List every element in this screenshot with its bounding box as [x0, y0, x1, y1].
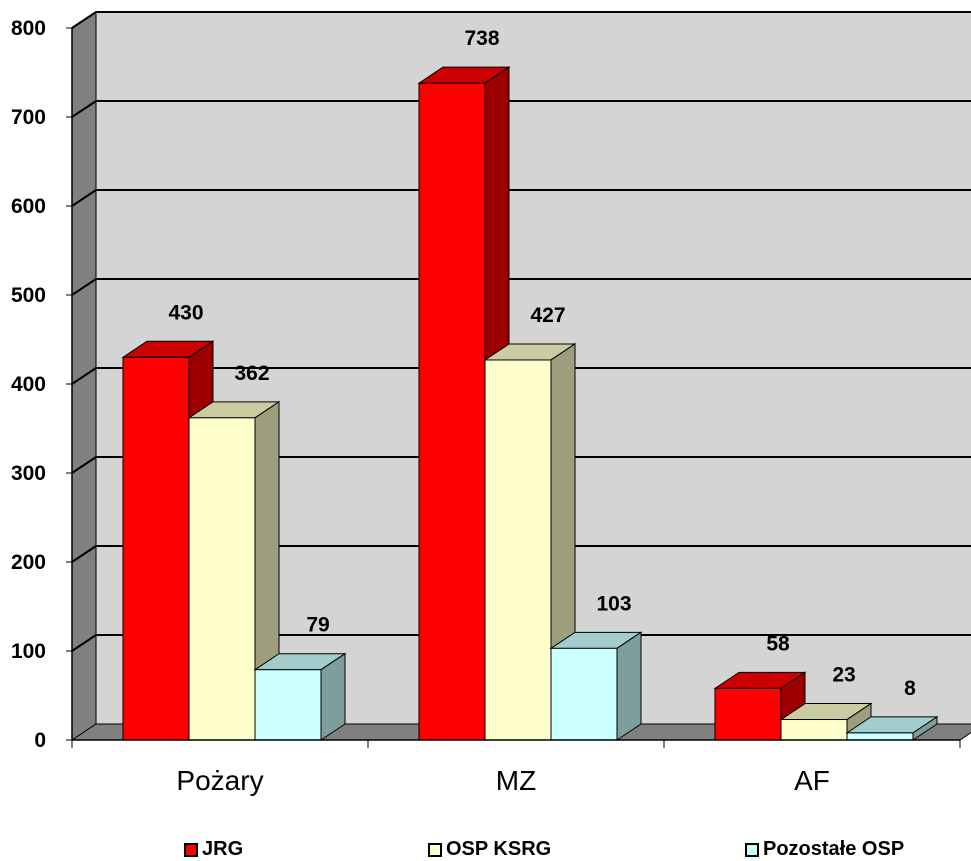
data-label: 8 — [904, 677, 916, 700]
bar — [254, 669, 322, 741]
legend-swatch — [184, 842, 198, 857]
gridline — [71, 456, 971, 474]
bar-side — [616, 631, 642, 741]
legend-swatch — [745, 842, 759, 857]
bar — [780, 719, 848, 741]
legend-item-pozostale-osp: Pozostałe OSP — [745, 838, 904, 861]
data-label: 58 — [766, 632, 790, 655]
legend-label: Pozostałe OSP — [763, 838, 905, 860]
bar — [714, 687, 782, 741]
legend-label: OSP KSRG — [446, 838, 552, 860]
y-tick-label: 200 — [11, 551, 46, 574]
bar — [122, 356, 190, 741]
legend-label: JRG — [202, 838, 244, 860]
data-labels: 430 362 79 738 427 103 58 23 8 — [168, 27, 916, 700]
y-tick-label: 800 — [11, 17, 46, 40]
y-tick-label: 700 — [11, 106, 46, 129]
gridline — [71, 278, 971, 296]
y-tick-label: 500 — [11, 284, 46, 307]
x-tick-label: Pożary — [176, 765, 263, 796]
gridline — [71, 634, 971, 652]
y-tick-label: 0 — [34, 729, 46, 752]
legend-item-osp-ksrg: OSP KSRG — [428, 838, 551, 861]
gridline — [71, 367, 971, 385]
y-axis: 0 100 200 300 400 500 600 700 800 — [11, 17, 73, 752]
gridline — [71, 189, 971, 207]
data-label: 430 — [168, 301, 203, 324]
x-tick-label: AF — [794, 765, 830, 796]
y-tick-label: 100 — [11, 640, 46, 663]
gridline — [71, 545, 971, 563]
x-tick-label: MZ — [496, 765, 536, 796]
legend: JRG OSP KSRG Pozostałe OSP — [0, 838, 971, 860]
data-label: 79 — [306, 614, 329, 637]
gridline — [71, 11, 971, 29]
bar — [418, 82, 486, 741]
bars — [121, 66, 939, 741]
data-label: 427 — [530, 304, 565, 327]
bar — [550, 647, 618, 741]
bar — [188, 417, 256, 741]
data-label: 23 — [832, 664, 855, 687]
data-label: 738 — [464, 27, 499, 50]
y-tick-label: 300 — [11, 462, 46, 485]
legend-swatch — [428, 842, 442, 857]
x-axis: Pożary MZ AF — [71, 739, 961, 796]
data-label: 362 — [234, 362, 269, 385]
bar — [484, 359, 552, 741]
y-tick-label: 600 — [11, 195, 46, 218]
gridline — [71, 100, 971, 118]
y-tick-label: 400 — [11, 373, 46, 396]
gridlines — [71, 11, 971, 652]
bar — [846, 732, 914, 741]
data-label: 103 — [596, 592, 631, 615]
legend-item-jrg: JRG — [184, 838, 243, 861]
